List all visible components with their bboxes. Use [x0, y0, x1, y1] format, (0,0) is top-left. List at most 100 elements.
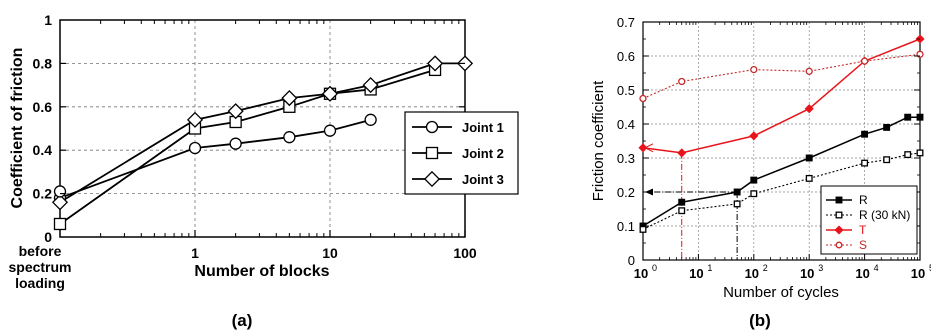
chart-b-marks: [638, 34, 925, 233]
chart-b-legend-label: R: [859, 193, 868, 207]
chart-b-point-2: [750, 190, 758, 198]
chart-b-y-tick-label: 0.2: [617, 185, 635, 200]
chart-b-point-4: [805, 67, 813, 75]
chart-a-xlabel: Number of blocks: [194, 263, 329, 280]
chart-b-y-tick-label: 0.3: [617, 151, 635, 166]
chart-b-point-4: [639, 94, 647, 103]
chart-b-point-2: [904, 151, 912, 159]
chart-a-grid: [60, 20, 465, 237]
chart-b-point-2: [861, 159, 869, 167]
chart-b-x-tick-label: 10: [800, 266, 814, 281]
chart-b-x-tick-label: 10: [689, 266, 703, 281]
chart-b-legend: RR (30 kN)TS: [820, 185, 918, 255]
chart-a-legend: Joint 1 Joint 2 Joint 3: [404, 111, 519, 195]
chart-a-marks: [51, 55, 474, 231]
caption-b: (b): [749, 311, 771, 330]
chart-b-legend-label: S: [859, 238, 867, 252]
chart-a-point-1: [323, 124, 337, 137]
chart-a-x-extra-label: before: [19, 243, 62, 259]
chart-b-point-3: [804, 104, 814, 114]
chart-a-point-3: [281, 90, 298, 107]
chart-b-legend-label: T: [859, 223, 867, 237]
chart-b-x-tick-exponent: 3: [818, 263, 823, 273]
chart-b-annotations: [643, 143, 738, 260]
chart-b-point-2: [883, 156, 891, 164]
chart-b-y-tick-label: 0.1: [617, 219, 635, 234]
chart-b-point-1: [678, 198, 686, 206]
chart-b-x-tick-label: 10: [855, 266, 869, 281]
chart-b-x-tick-label: 10: [911, 266, 925, 281]
chart-b-ylabel: Friction coefficient: [590, 80, 607, 201]
chart-b-point-3: [749, 131, 759, 141]
chart-a-point-2: [53, 217, 67, 231]
chart-b-legend-marker: [835, 196, 843, 204]
chart-a-y-tick-label: 0.2: [33, 186, 53, 202]
chart-a-point-3: [186, 111, 204, 128]
caption-a: (a): [232, 311, 253, 330]
chart-b-point-2: [916, 149, 924, 157]
chart-b-legend-marker: [834, 225, 844, 235]
chart-a-x-extra-label: spectrum: [8, 259, 71, 275]
chart-b-point-4: [750, 65, 758, 74]
chart-a-legend-marker: [423, 170, 441, 188]
chart-b-x-tick-exponent: 4: [874, 263, 879, 273]
chart-b-point-1: [883, 123, 891, 131]
chart-b-legend-label: R (30 kN): [859, 208, 910, 222]
chart-b-point-1: [805, 154, 813, 162]
chart-b-point-2: [805, 174, 813, 182]
chart-a-y-tick-label: 0.6: [33, 99, 53, 115]
chart-b-series-line-2: [642, 152, 921, 230]
chart-a-point-1: [283, 131, 296, 144]
chart-b-xlabel: Number of cycles: [723, 284, 839, 301]
chart-a: 0 0.2 0.4 0.6 0.8 1 1 10 100 beforespectrumloadin…: [8, 12, 519, 330]
chart-b-point-3: [677, 148, 687, 158]
chart-a-y-tick-label: 0.8: [33, 55, 53, 71]
chart-b-point-2: [733, 200, 741, 208]
chart-b-point-1: [916, 113, 924, 121]
chart-a-series-line-3: [59, 62, 465, 204]
chart-a-y-tick-label: 1: [44, 12, 52, 28]
chart-b-series-line-4: [642, 53, 921, 100]
chart-b-ticks: 00.10.20.30.40.50.60.7100101102103104105: [617, 15, 931, 281]
chart-b-x-tick-exponent: 0: [652, 263, 657, 273]
chart-b-x-tick-exponent: 5: [929, 263, 931, 273]
chart-a-legend-marker: [425, 120, 439, 134]
chart-b-legend-marker: [835, 241, 843, 249]
chart-b: 00.10.20.30.40.50.60.7100101102103104105…: [590, 15, 931, 330]
chart-b-legend-marker: [835, 211, 843, 219]
chart-a-x-tick-label: 1: [191, 245, 199, 261]
chart-a-point-1: [364, 113, 377, 126]
chart-a-series-line-1: [59, 118, 371, 199]
chart-a-lines: [59, 62, 465, 225]
chart-b-point-1: [861, 130, 869, 138]
chart-b-y-tick-label: 0.5: [617, 83, 635, 98]
chart-a-point-3: [426, 55, 444, 72]
chart-b-x-tick-exponent: 2: [763, 263, 768, 273]
chart-a-y-tick-label: 0: [44, 229, 52, 245]
chart-b-x-tick-label: 10: [745, 266, 759, 281]
chart-b-y-tick-label: 0.7: [617, 15, 635, 30]
chart-a-legend-label: Joint 2: [462, 146, 504, 161]
chart-b-point-3: [638, 143, 648, 153]
chart-a-point-3: [227, 103, 244, 120]
chart-b-point-1: [733, 188, 741, 196]
chart-b-y-tick-label: 0.6: [617, 49, 635, 64]
chart-a-extra-point: [53, 185, 67, 198]
chart-b-series-line-3: [642, 38, 921, 154]
chart-a-x-extra-label: loading: [15, 275, 65, 291]
chart-b-point-1: [750, 176, 758, 184]
chart-b-point-2: [639, 225, 647, 233]
chart-a-ylabel: Coefficient of friction: [9, 48, 26, 209]
chart-a-series-line-2: [59, 69, 436, 225]
chart-a-point-1: [229, 137, 242, 150]
chart-b-y-tick-label: 0.4: [617, 117, 635, 132]
chart-a-x-tick-label: 100: [453, 245, 477, 261]
chart-b-point-1: [904, 113, 912, 121]
chart-a-x-tick-label: 10: [322, 245, 338, 261]
chart-a-point-3: [51, 194, 69, 211]
chart-a-legend-label: Joint 3: [462, 172, 504, 187]
chart-a-frame: [59, 19, 466, 238]
chart-b-point-2: [678, 207, 686, 215]
chart-b-y-tick-label: 0: [628, 253, 635, 268]
